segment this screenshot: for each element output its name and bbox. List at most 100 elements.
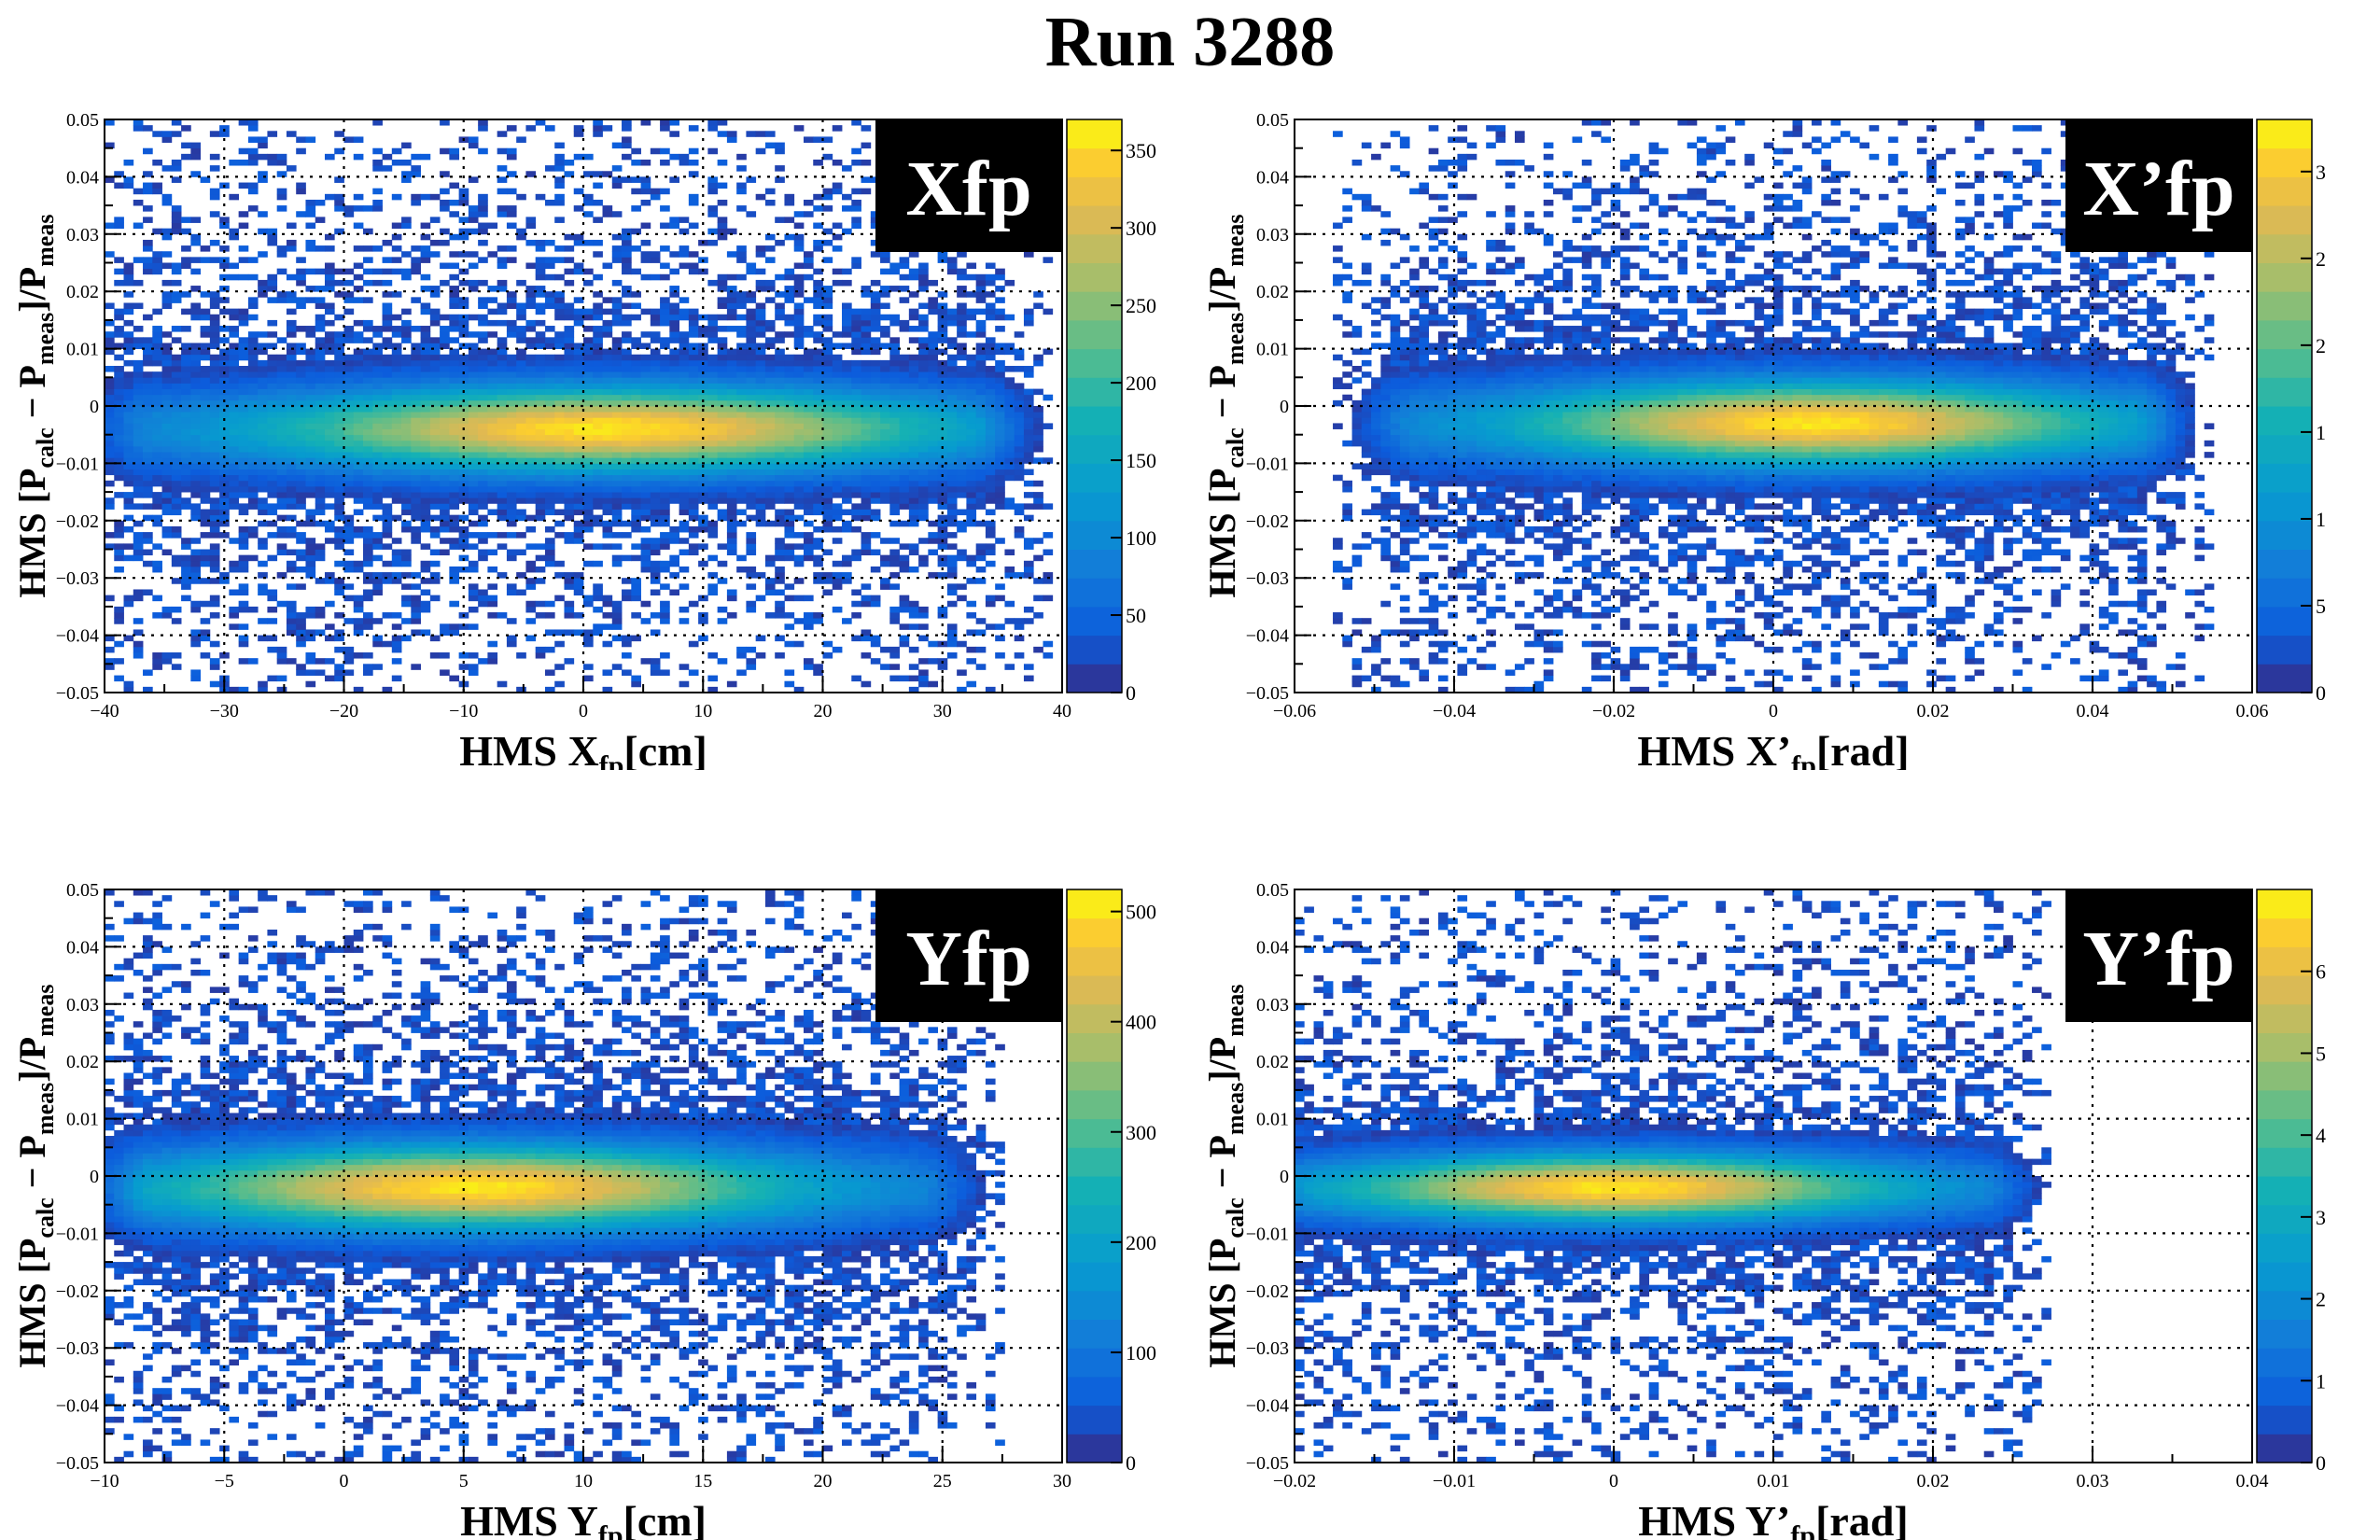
heatmap-panel-ypfp: −0.02 −0.01 0 0.01 0.02 0.03 0.04 −0.05 −0.04 −0.…	[1201, 880, 2326, 1540]
figure-title: Run 3288	[1044, 3, 1336, 81]
y-tick-label: 0.04	[66, 167, 99, 188]
y-tick-label: −0.03	[56, 1338, 99, 1359]
panel-badge	[2065, 889, 2252, 1022]
y-tick-label: −0.02	[1246, 511, 1289, 532]
x-tick-label: −0.04	[1433, 701, 1476, 721]
grid-lines	[105, 119, 1062, 693]
y-tick-label: −0.04	[1246, 626, 1289, 647]
colorbar-tick-label: 100	[1126, 1341, 1156, 1365]
x-tick-label: −40	[90, 701, 119, 721]
x-tick-label: 0.06	[2236, 701, 2269, 721]
panel-badge	[2065, 119, 2252, 252]
heatmap-panel-xfp: −40 −30 −20 −10 0 10 20 30 40 −0.05 −0.04 −0.03 −0.0…	[11, 110, 1156, 770]
x-axis-title: HMS Y’fp[rad]	[1638, 1497, 1908, 1540]
y-tick-label: 0	[1280, 397, 1289, 417]
x-tick-label: −0.01	[1433, 1471, 1476, 1491]
histogram-cells	[1295, 889, 2051, 1463]
x-tick-label: −20	[329, 701, 358, 721]
x-tick-label: −10	[90, 1471, 119, 1491]
colorbar-tick-label: 2	[2316, 334, 2326, 357]
y-tick-label: −0.04	[1246, 1396, 1289, 1417]
colorbar-tick-label: 350	[1126, 139, 1156, 162]
y-tick-label: −0.04	[56, 1396, 99, 1417]
y-tick-label: −0.05	[1246, 683, 1289, 704]
histogram-cells	[105, 889, 1005, 1463]
panel-badge-label: Yfp	[905, 916, 1031, 1002]
colorbar: 0 100 200 300 400 500	[1066, 889, 1156, 1475]
y-tick-label: 0.02	[66, 1052, 99, 1072]
colorbar-tick-label: 0	[1126, 1451, 1136, 1475]
x-axis-title: HMS Xfp[cm]	[459, 727, 707, 770]
colorbar-tick-label: 2	[2316, 247, 2326, 271]
colorbar-tick-label: 2	[2316, 1288, 2326, 1311]
y-tick-label: 0.04	[1256, 937, 1289, 958]
grid-lines	[1295, 889, 2252, 1463]
x-tick-label: 5	[459, 1471, 469, 1491]
y-tick-label: 0	[90, 397, 99, 417]
colorbar-tick-label: 200	[1126, 371, 1156, 395]
colorbar-tick-label: 5	[2316, 595, 2326, 618]
colorbar-tick-label: 0	[2316, 681, 2326, 705]
y-tick-label: −0.01	[56, 454, 99, 474]
x-tick-label: −30	[210, 701, 239, 721]
y-tick-label: −0.01	[1246, 1224, 1289, 1244]
grid-lines	[1295, 119, 2252, 693]
x-tick-label: 0	[1769, 701, 1778, 721]
y-axis-title: HMS [Pcalc − Pmeas]/Pmeas	[1201, 985, 1249, 1368]
y-tick-label: −0.05	[56, 683, 99, 704]
y-tick-label: 0.01	[1256, 1110, 1289, 1130]
y-tick-label: −0.01	[1246, 454, 1289, 474]
y-tick-label: 0.03	[66, 225, 99, 245]
y-tick-label: −0.02	[56, 1281, 99, 1302]
colorbar-tick-label: 1	[2316, 421, 2326, 444]
y-tick-label: 0.03	[1256, 995, 1289, 1015]
colorbar-tick-label: 0	[2316, 1451, 2326, 1475]
colorbar-tick-label: 6	[2316, 960, 2326, 984]
colorbar-tick-label: 200	[1126, 1231, 1156, 1254]
x-tick-label: 0	[340, 1471, 349, 1491]
y-tick-label: 0.05	[66, 880, 99, 901]
colorbar-tick-label: 1	[2316, 508, 2326, 531]
x-tick-label: 0	[1609, 1471, 1618, 1491]
colorbar-tick-label: 300	[1126, 1121, 1156, 1144]
heatmap-panel-xpfp: −0.06 −0.04 −0.02 0 0.02 0.04 0.06 −0.05 −0.04 −0…	[1201, 110, 2326, 770]
x-tick-label: 25	[933, 1471, 952, 1491]
y-tick-label: 0.03	[1256, 225, 1289, 245]
colorbar: 0 1 2 3 4 5 6	[2256, 889, 2326, 1475]
y-tick-label: −0.02	[56, 511, 99, 532]
colorbar-tick-label: 1	[2316, 1369, 2326, 1393]
y-tick-label: 0.01	[66, 1110, 99, 1130]
y-tick-label: −0.05	[1246, 1453, 1289, 1474]
y-tick-label: 0.03	[66, 995, 99, 1015]
y-tick-label: 0.04	[1256, 167, 1289, 188]
x-tick-label: 30	[1053, 1471, 1071, 1491]
colorbar-tick-label: 5	[2316, 1042, 2326, 1065]
x-tick-label: 20	[814, 701, 833, 721]
x-tick-label: −0.02	[1273, 1471, 1316, 1491]
panel-badge	[875, 889, 1062, 1022]
x-axis-title: HMS X’fp[rad]	[1637, 727, 1909, 770]
y-tick-label: −0.04	[56, 626, 99, 647]
x-tick-label: 15	[693, 1471, 712, 1491]
x-tick-label: 0.03	[2077, 1471, 2109, 1491]
y-tick-label: −0.05	[56, 1453, 99, 1474]
x-tick-label: 0.02	[1917, 1471, 1950, 1491]
y-tick-label: 0	[1280, 1167, 1289, 1187]
x-tick-label: 30	[933, 701, 952, 721]
colorbar: 0 50 100 150 200 250 300 350	[1066, 119, 1156, 705]
y-axis-title: HMS [Pcalc − Pmeas]/Pmeas	[1201, 215, 1249, 598]
colorbar-tick-label: 4	[2316, 1124, 2326, 1147]
colorbar-tick-label: 500	[1126, 901, 1156, 924]
y-tick-label: −0.03	[56, 568, 99, 589]
x-tick-label: 0.02	[1917, 701, 1950, 721]
colorbar-tick-label: 50	[1126, 604, 1146, 627]
panel-badge	[875, 119, 1062, 252]
y-tick-label: 0.04	[66, 937, 99, 958]
x-tick-label: 0.01	[1757, 1471, 1790, 1491]
colorbar-tick-label: 0	[1126, 681, 1136, 705]
y-axis-title: HMS [Pcalc − Pmeas]/Pmeas	[11, 215, 59, 598]
y-tick-label: 0.05	[1256, 880, 1289, 901]
heatmap-panel-yfp: −10 −5 0 5 10 15 20 25 30 −0.05 −0.04 −0.03 −0.02 −0.…	[11, 880, 1156, 1540]
colorbar-tick-label: 150	[1126, 449, 1156, 472]
